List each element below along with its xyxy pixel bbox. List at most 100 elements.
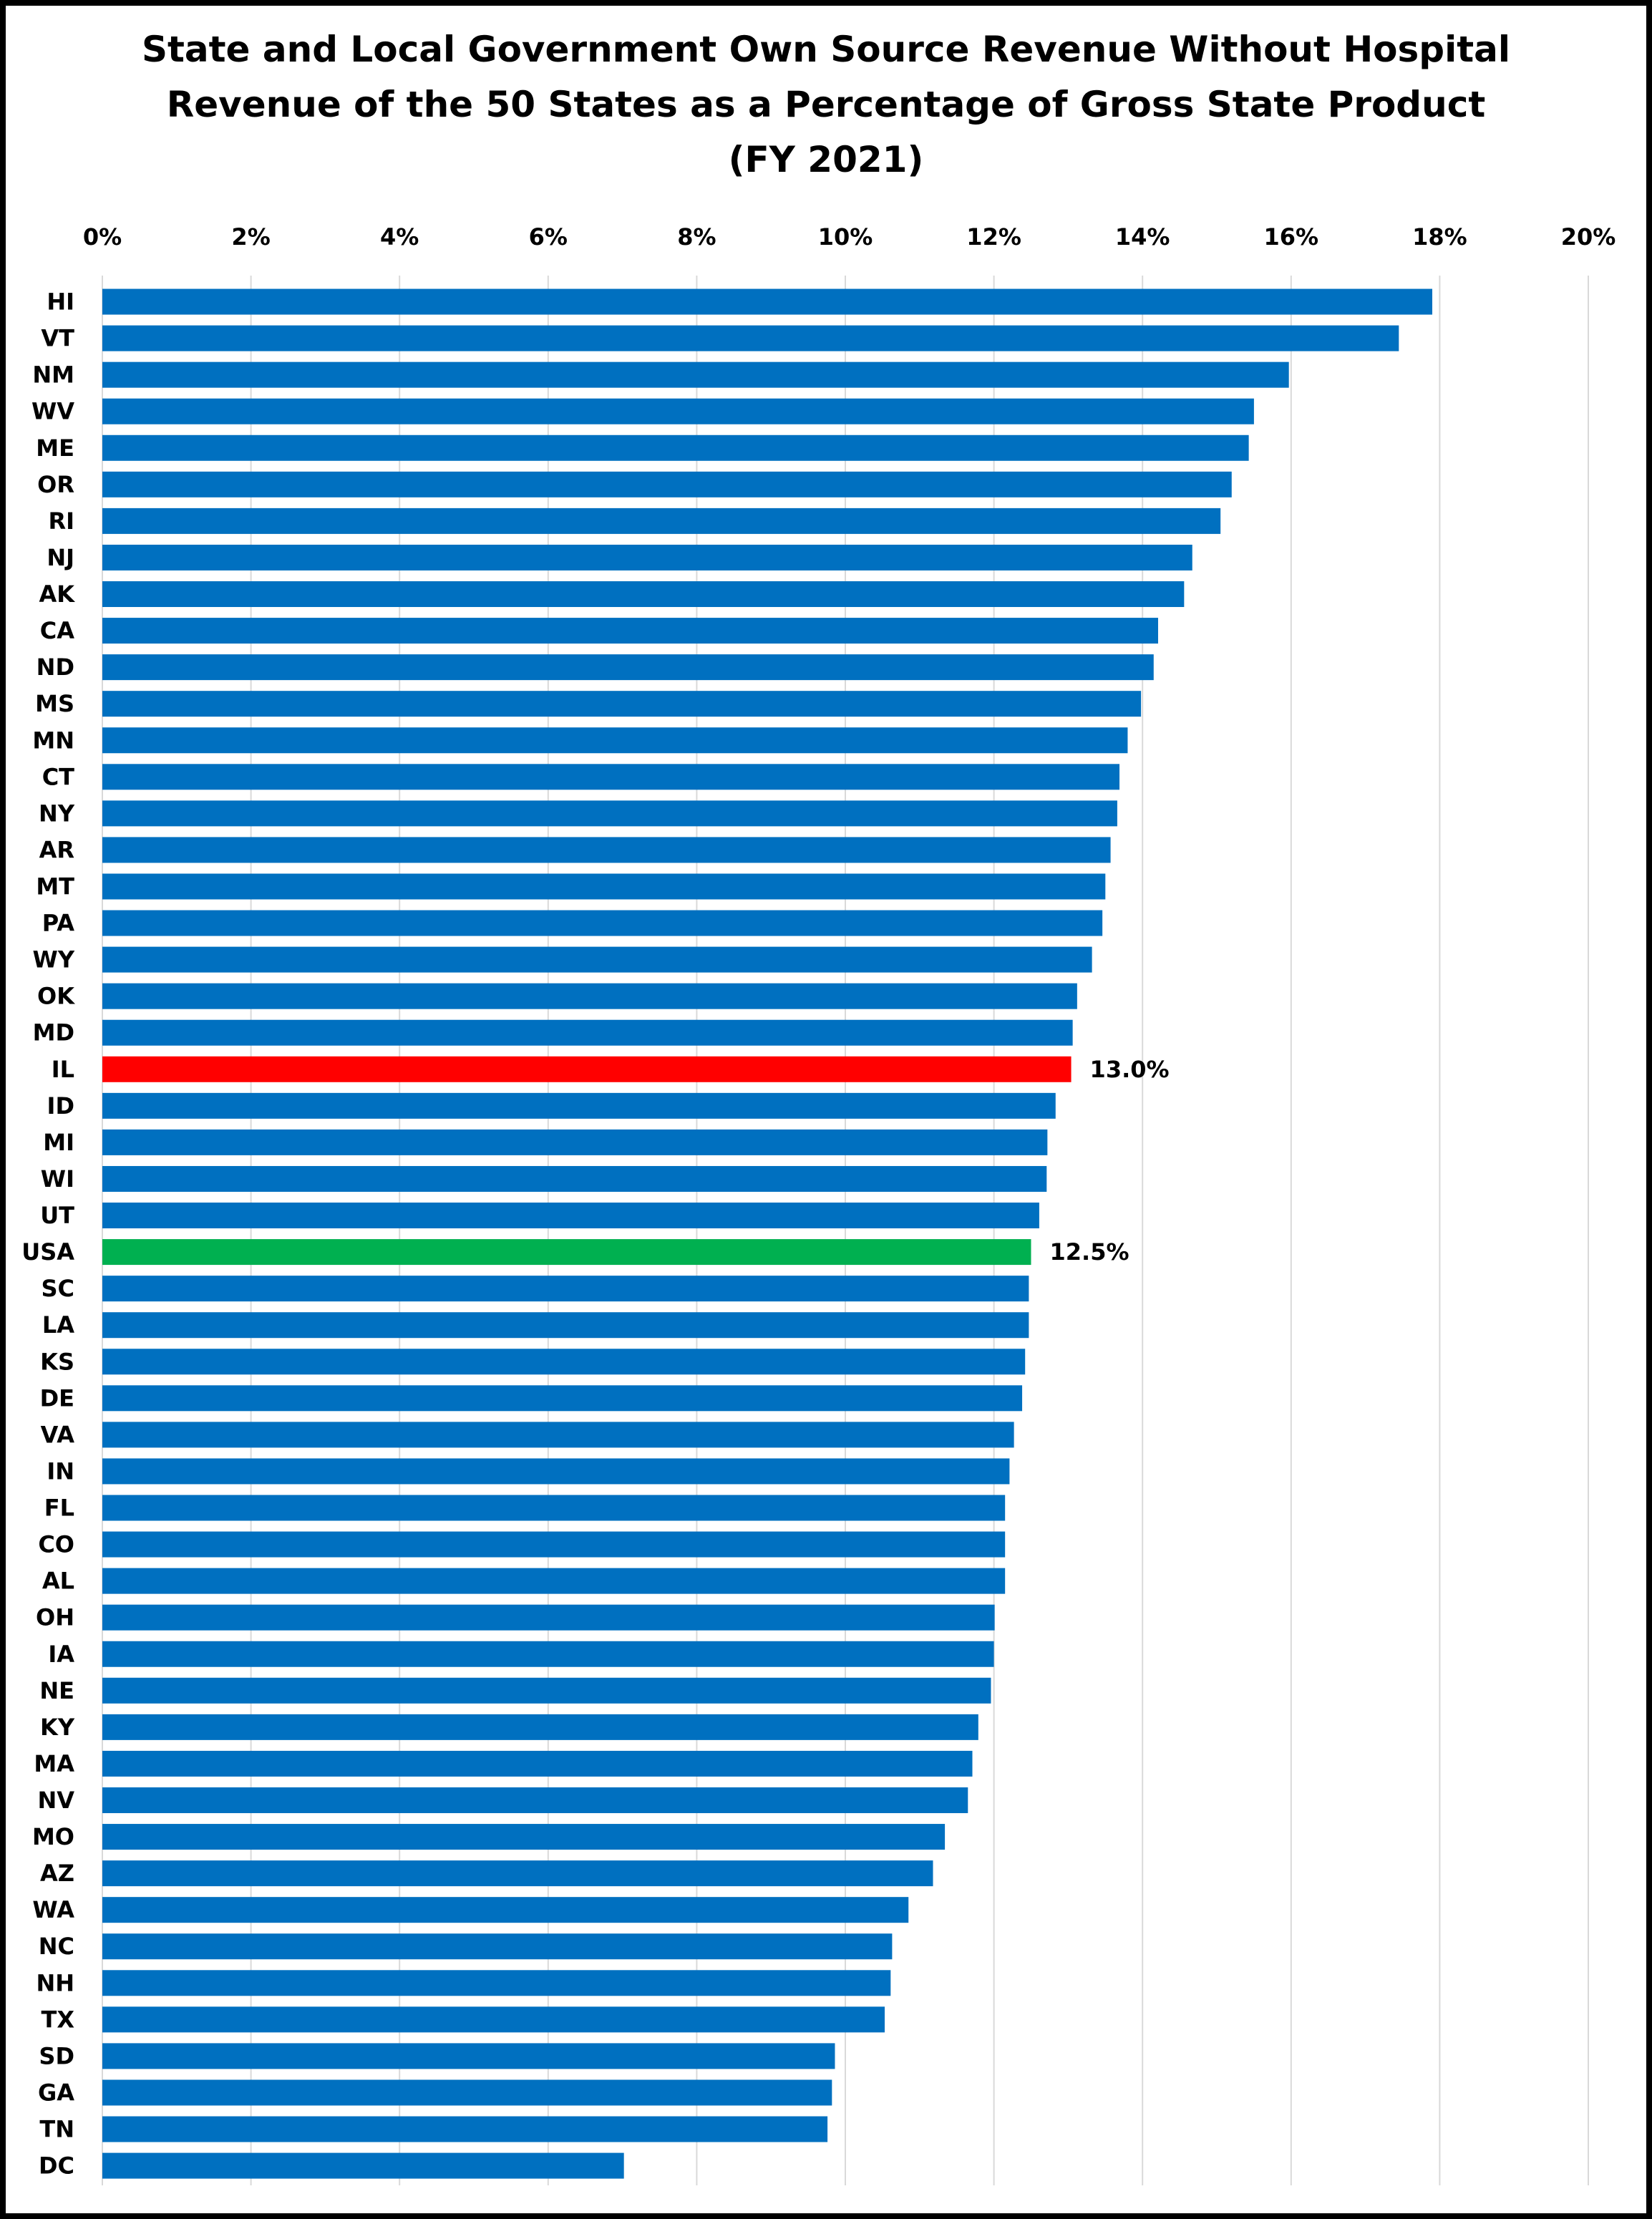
category-label: NM (32, 361, 74, 389)
bar-ct (102, 764, 1120, 790)
category-label: UT (40, 1202, 74, 1229)
bar-oh (102, 1604, 995, 1631)
bar-ar (102, 837, 1111, 863)
category-label: WA (32, 1896, 74, 1923)
bar-sc (102, 1276, 1029, 1302)
category-label: SD (39, 2042, 74, 2069)
bar-ca (102, 618, 1158, 644)
bar-id (102, 1092, 1056, 1119)
bar-ne (102, 1677, 991, 1704)
bar-in (102, 1458, 1010, 1485)
bar-md (102, 1019, 1073, 1046)
bar-ga (102, 2079, 832, 2106)
bar-ms (102, 691, 1142, 717)
category-label: DC (39, 2152, 74, 2180)
category-label: ND (37, 654, 74, 681)
category-label: MD (33, 1019, 74, 1047)
bar-nj (102, 544, 1192, 570)
category-label: AZ (40, 1860, 74, 1887)
category-label: NJ (47, 544, 74, 571)
category-label: LA (42, 1311, 74, 1339)
category-label: ME (36, 434, 74, 462)
x-tick-label: 0% (83, 223, 122, 251)
category-label: IN (47, 1457, 74, 1485)
category-label: FL (44, 1495, 74, 1522)
bar-mn (102, 727, 1128, 754)
bar-wv (102, 398, 1254, 424)
bar-wa (102, 1897, 909, 1923)
category-label: USA (21, 1238, 74, 1266)
bar-ia (102, 1641, 994, 1667)
category-label: KS (40, 1348, 74, 1375)
category-label: MA (34, 1750, 74, 1777)
category-label: OR (37, 471, 74, 498)
bar-nm (102, 361, 1289, 388)
category-label: CO (38, 1531, 74, 1558)
category-label: WV (31, 398, 74, 425)
chart-title-line-2: Revenue of the 50 States as a Percentage… (166, 84, 1486, 125)
category-label: MS (35, 690, 74, 717)
category-label: CA (40, 617, 74, 644)
category-label: KY (40, 1714, 75, 1741)
bar-mi (102, 1129, 1048, 1155)
x-tick-label: 6% (529, 223, 568, 251)
data-label-il: 13.0% (1090, 1056, 1170, 1083)
data-label-usa: 12.5% (1050, 1238, 1129, 1266)
category-label: MI (43, 1129, 74, 1156)
category-label: PA (42, 910, 75, 937)
bar-il (102, 1056, 1072, 1082)
x-tick-label: 2% (231, 223, 270, 251)
x-tick-label: 20% (1561, 223, 1616, 251)
category-label: VT (41, 325, 74, 352)
x-tick-label: 12% (966, 223, 1021, 251)
category-label: MN (32, 727, 74, 754)
bar-de (102, 1385, 1023, 1412)
x-tick-label: 8% (677, 223, 716, 251)
category-label: NH (36, 1969, 74, 1996)
chart-title-line-1: State and Local Government Own Source Re… (141, 29, 1510, 70)
category-label: AR (39, 836, 74, 863)
category-label: MO (32, 1823, 74, 1850)
bar-hi (102, 288, 1433, 315)
category-label: CT (42, 763, 74, 790)
category-label: MT (36, 873, 74, 900)
category-label: NV (37, 1787, 74, 1814)
bar-wy (102, 946, 1092, 973)
category-label: RI (48, 508, 74, 535)
bar-ak (102, 581, 1185, 608)
category-label: NY (39, 800, 75, 827)
bar-ut (102, 1203, 1039, 1229)
category-labels: HI VT NM WV ME OR RI NJ AK CA ND MS MN CT NY AR MT PA WY OK… (21, 288, 75, 2180)
category-label: NE (39, 1677, 74, 1704)
bar-ma (102, 1750, 973, 1777)
bar-or (102, 471, 1232, 497)
bar-nc (102, 1933, 893, 1960)
bar-ri (102, 508, 1221, 534)
bar-wi (102, 1165, 1047, 1192)
category-label: AL (42, 1568, 74, 1595)
category-label: OK (37, 983, 75, 1010)
bar-dc (102, 2152, 624, 2179)
category-label: SC (41, 1275, 74, 1302)
chart-title-line-3: (FY 2021) (728, 139, 924, 180)
bar-ks (102, 1349, 1026, 1375)
bar-nv (102, 1787, 968, 1813)
category-label: NC (39, 1933, 74, 1960)
bar-vt (102, 325, 1399, 351)
category-label: AK (39, 581, 75, 608)
bar-tn (102, 2116, 828, 2142)
category-label: GA (38, 2079, 74, 2106)
bar-pa (102, 910, 1103, 936)
x-tick-label: 14% (1115, 223, 1170, 251)
bar-ky (102, 1714, 978, 1740)
category-label: HI (47, 288, 74, 316)
bar-me (102, 434, 1249, 461)
bar-al (102, 1568, 1006, 1594)
bar-mt (102, 873, 1106, 900)
bar-nh (102, 1970, 891, 1996)
bar-la (102, 1312, 1029, 1339)
bar-va (102, 1422, 1014, 1448)
category-label: IL (52, 1056, 74, 1083)
category-label: DE (40, 1384, 74, 1412)
